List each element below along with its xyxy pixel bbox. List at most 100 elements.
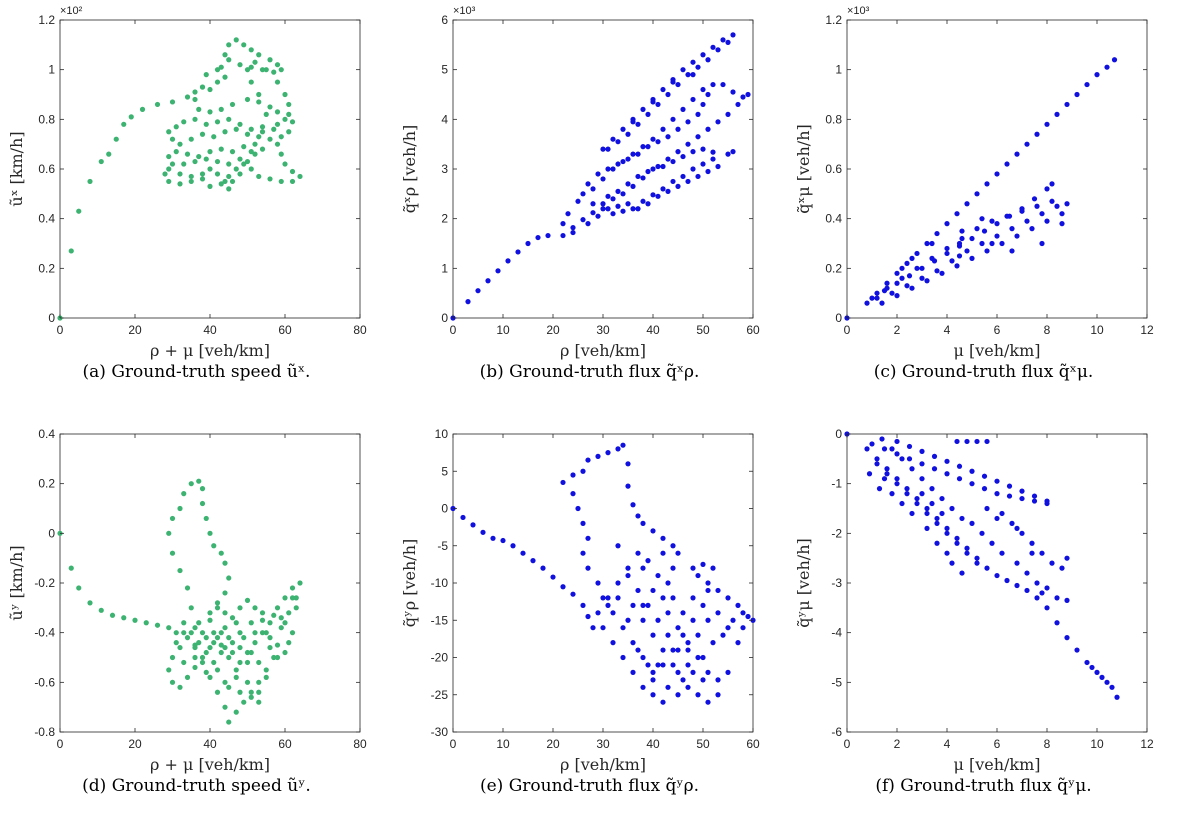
x-tick-label: 12 <box>1140 323 1154 337</box>
data-point <box>650 528 656 534</box>
data-point <box>735 101 741 108</box>
chart-svg-e: 0 10 20 30 40 50 60 -30 -25 -20 -15 -10 -5 0 5 10 ρ [veh… <box>400 427 760 774</box>
data-point <box>944 471 950 477</box>
data-point <box>550 574 556 580</box>
data-point <box>680 173 686 180</box>
data-point <box>660 86 666 93</box>
data-point <box>700 654 706 661</box>
data-point <box>675 183 681 189</box>
data-point <box>1059 565 1065 571</box>
x-tick-label: 2 <box>894 323 901 337</box>
y-tick-label: -0.2 <box>34 576 55 590</box>
y-multiplier: ×10³ <box>847 5 870 17</box>
data-point <box>274 62 281 68</box>
data-point <box>196 106 202 112</box>
data-point <box>560 584 566 590</box>
data-point <box>237 171 243 177</box>
data-point <box>540 565 546 571</box>
data-point <box>1031 498 1038 504</box>
data-point <box>267 620 273 626</box>
data-point <box>715 610 721 616</box>
data-point <box>919 265 925 271</box>
data-point <box>1074 647 1080 653</box>
data-point <box>248 126 254 132</box>
data-point <box>939 510 945 517</box>
x-tick-label: 30 <box>596 323 610 337</box>
data-point <box>715 587 721 594</box>
data-point <box>560 221 566 227</box>
y-tick-label: -5 <box>831 675 842 689</box>
data-point <box>1044 498 1050 504</box>
data-point <box>226 173 232 180</box>
data-point <box>924 505 930 512</box>
data-point <box>690 59 696 65</box>
data-point <box>256 134 262 140</box>
data-point <box>241 699 247 705</box>
scatter-series <box>57 478 303 725</box>
data-point <box>931 466 938 472</box>
data-point <box>695 654 701 661</box>
data-point <box>956 476 963 482</box>
x-tick-label: 30 <box>596 737 610 751</box>
data-point <box>207 674 213 680</box>
data-point <box>640 106 646 112</box>
data-point <box>207 530 213 536</box>
data-point <box>690 617 696 623</box>
data-point <box>590 210 596 216</box>
data-point <box>994 171 1000 177</box>
data-point <box>218 630 224 636</box>
data-point <box>610 166 616 172</box>
data-point <box>700 146 706 152</box>
data-point <box>984 505 990 512</box>
data-point <box>874 295 880 301</box>
data-point <box>286 640 292 646</box>
data-point <box>218 64 224 70</box>
data-point <box>655 662 661 668</box>
data-point <box>924 525 930 531</box>
data-point <box>267 136 273 142</box>
data-point <box>909 255 915 261</box>
data-point <box>1019 488 1025 494</box>
data-point <box>590 186 596 192</box>
data-point <box>981 228 988 234</box>
data-point <box>685 141 691 147</box>
data-point <box>218 642 224 648</box>
chart-panel-e: 0 10 20 30 40 50 60 -30 -25 -20 -15 -10 -5 0 5 10 ρ [veh… <box>393 414 786 828</box>
data-point <box>248 689 254 695</box>
data-point <box>570 491 576 497</box>
data-point <box>248 620 254 626</box>
data-point <box>974 226 980 232</box>
data-point <box>241 161 247 167</box>
data-point <box>263 111 269 117</box>
data-point <box>252 630 258 636</box>
x-tick-label: 6 <box>994 323 1001 337</box>
data-point <box>271 126 277 132</box>
data-point <box>181 620 187 626</box>
y-tick-label: 1.2 <box>825 13 842 27</box>
data-point <box>675 647 681 653</box>
x-tick-label: 10 <box>1090 737 1104 751</box>
data-point <box>282 91 288 98</box>
data-point <box>954 211 960 217</box>
data-point <box>705 617 711 623</box>
data-point <box>1024 218 1030 224</box>
data-point <box>218 649 224 656</box>
data-point <box>730 617 736 623</box>
data-point <box>192 625 198 631</box>
data-point <box>994 233 1000 239</box>
data-point <box>237 689 243 695</box>
plot-frame <box>59 433 361 733</box>
data-point <box>690 595 696 601</box>
data-point <box>259 129 266 135</box>
data-point <box>177 171 183 177</box>
y-tick-label: 6 <box>441 13 448 27</box>
y-tick-label: 0.6 <box>38 162 55 176</box>
data-point <box>1054 203 1060 209</box>
data-point <box>565 211 571 217</box>
data-point <box>1004 161 1010 167</box>
data-point <box>76 208 82 214</box>
data-point <box>580 520 586 526</box>
data-point <box>660 186 666 192</box>
data-point <box>1111 57 1118 63</box>
data-point <box>480 529 486 535</box>
